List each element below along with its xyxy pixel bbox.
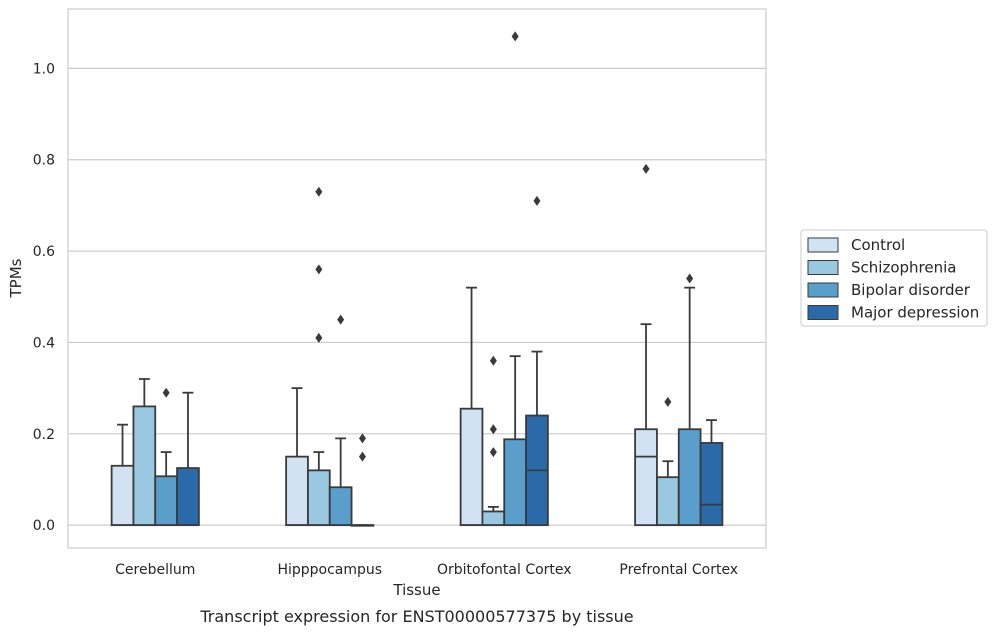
box-3-0 (176, 391, 200, 527)
box-body (459, 407, 484, 527)
legend: Control Schizophrenia Bipolar disorder Majo… (800, 229, 988, 327)
box-2-1 (328, 314, 353, 527)
y-tick-labels: 0.0 0.2 0.4 0.6 0.8 1.0 (33, 61, 55, 534)
legend-label-0: Control (851, 236, 905, 254)
box-body (328, 486, 353, 527)
outlier-point-1 (315, 264, 323, 275)
outlier-point-0 (162, 387, 170, 398)
box-1-0 (132, 378, 157, 527)
box-body (154, 475, 178, 527)
legend-swatch-0 (807, 237, 839, 253)
box-body (481, 510, 506, 527)
box-3-1 (350, 433, 375, 527)
box-2-2 (503, 31, 527, 527)
y-tick-label-1: 0.2 (33, 427, 55, 443)
outlier-point-0 (337, 314, 345, 325)
box-0-1 (285, 387, 309, 527)
box-body (677, 428, 702, 527)
y-axis-label: TPMs (7, 258, 25, 298)
outlier-point-0 (664, 396, 672, 407)
outlier-point-0 (642, 163, 650, 174)
y-tick-label-5: 1.0 (33, 61, 55, 77)
legend-swatch-2 (807, 282, 839, 298)
outlier-point-1 (358, 433, 366, 444)
box-body (634, 428, 658, 527)
legend-swatch-1 (807, 260, 839, 275)
legend-label-3: Major depression (851, 304, 979, 322)
outlier-point-1 (489, 424, 497, 435)
legend-label-2: Bipolar disorder (851, 281, 971, 299)
box-body (656, 476, 680, 527)
outlier-point-0 (686, 273, 694, 284)
box-body (176, 467, 200, 527)
box-body (285, 455, 309, 527)
x-tick-label-2: Orbitofontal Cortex (437, 562, 572, 578)
y-tick-label-2: 0.4 (33, 335, 55, 351)
plot-area (67, 8, 767, 549)
box-1-2 (481, 355, 506, 527)
outlier-point-2 (315, 186, 323, 197)
x-axis-label: Tissue (392, 581, 440, 599)
box-3-2 (525, 195, 549, 527)
box-2-0 (154, 387, 178, 527)
box-3-3 (699, 419, 724, 527)
box-body (503, 438, 527, 527)
box-0-3 (634, 163, 658, 527)
chart-caption: Transcript expression for ENST0000057737… (199, 607, 633, 626)
box-body (699, 442, 724, 527)
box-0-2 (459, 286, 484, 527)
legend-frame (800, 229, 988, 327)
box-1-1 (307, 186, 331, 527)
boxes (110, 31, 724, 527)
box-body (307, 469, 331, 527)
outlier-point-0 (315, 332, 323, 343)
box-body (110, 464, 135, 527)
outlier-point-0 (358, 451, 366, 462)
x-tick-label-1: Hipppocampus (277, 562, 382, 578)
legend-swatch-3 (807, 305, 839, 320)
x-tick-label-0: Cerebellum (115, 562, 195, 578)
y-tick-label-0: 0.0 (33, 518, 55, 534)
y-tick-label-3: 0.6 (33, 244, 55, 260)
box-body (132, 405, 157, 527)
outlier-point-2 (489, 355, 497, 366)
outlier-point-0 (511, 31, 519, 42)
outlier-point-0 (489, 447, 497, 458)
y-tick-label-4: 0.8 (33, 153, 55, 169)
x-tick-label-3: Prefrontal Cortex (619, 562, 738, 578)
outlier-point-0 (533, 195, 541, 206)
x-tick-labels: Cerebellum Hipppocampus Orbitofontal Corte… (115, 562, 738, 578)
legend-label-1: Schizophrenia (851, 259, 956, 277)
